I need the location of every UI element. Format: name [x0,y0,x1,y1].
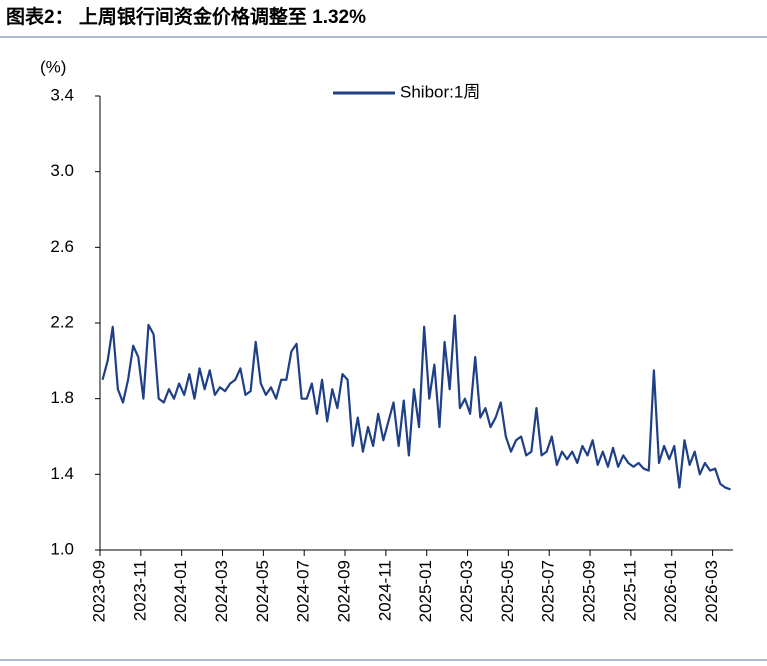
x-tick-label: 2025-03 [457,560,476,622]
y-tick-label: 1.0 [50,539,74,558]
legend-label: Shibor:1周 [400,82,480,101]
y-tick-label: 2.2 [50,312,74,331]
x-tick-label: 2024-01 [171,560,190,622]
x-tick-label: 2025-09 [580,560,599,622]
x-tick-label: 2023-11 [130,560,149,621]
y-axis-label: (%) [40,57,66,76]
x-tick-label: 2024-05 [253,560,272,622]
chart-title: 图表2： 上周银行间资金价格调整至 1.32% [6,5,366,28]
x-tick-label: 2026-03 [702,560,721,622]
x-tick-label: 2024-07 [294,560,313,622]
y-tick-label: 1.8 [50,388,74,407]
x-tick-label: 2024-11 [375,560,394,621]
y-tick-label: 3.4 [50,85,74,104]
x-tick-label: 2024-03 [212,560,231,622]
line-series [101,314,731,491]
x-tick-label: 2025-07 [539,560,558,622]
x-tick-label: 2025-01 [416,560,435,622]
y-tick-label: 3.0 [50,161,74,180]
x-tick-label: 2025-11 [620,560,639,621]
y-tick-label: 1.4 [50,464,74,483]
x-tick-label: 2023-09 [89,560,108,622]
x-tick-label: 2025-05 [498,560,517,622]
y-tick-label: 2.6 [50,237,74,256]
x-tick-label: 2024-09 [335,560,354,622]
x-tick-label: 2026-01 [661,560,680,622]
